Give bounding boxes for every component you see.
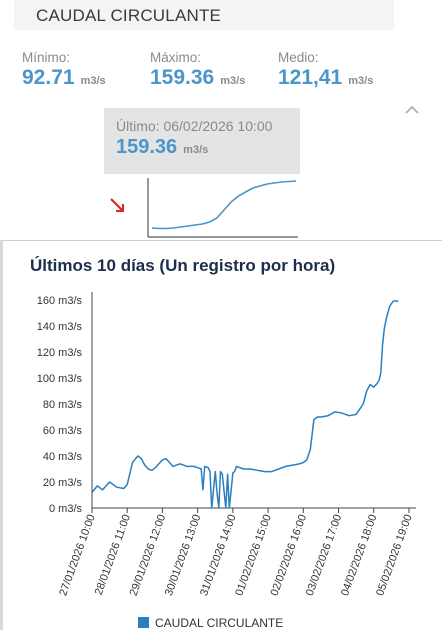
min-unit: m3/s [80, 75, 106, 87]
last-reading-tooltip: Último: 06/02/2026 10:00 159.36 m3/s [104, 108, 300, 174]
x-tick-label: 01/02/2026 15:00 [233, 513, 274, 598]
last-reading-value: 159.36 m3/s [116, 136, 209, 158]
x-tick-label: 02/02/2026 16:00 [269, 513, 310, 598]
x-tick-label: 03/02/2026 17:00 [304, 513, 345, 598]
y-tick-label: 80 m3/s [43, 399, 83, 411]
mean-value: 121,41 m3/s [278, 66, 374, 89]
y-tick-label: 0 m3/s [49, 503, 83, 515]
y-tick-label: 120 m3/s [37, 347, 83, 359]
y-tick-label: 140 m3/s [37, 321, 83, 333]
card-title: CAUDAL CIRCULANTE [36, 6, 222, 25]
x-tick-label: 30/01/2026 13:00 [163, 513, 204, 598]
min-value: 92.71 m3/s [22, 66, 106, 89]
mean-label: Medio: [278, 50, 319, 65]
mean-unit: m3/s [348, 75, 374, 87]
x-tick-label: 31/01/2026 14:00 [198, 513, 239, 598]
arrow-down-right-icon [110, 198, 124, 212]
max-label: Máximo: [150, 50, 202, 65]
y-tick-label: 60 m3/s [43, 425, 83, 437]
side-scroll-edge [0, 240, 3, 630]
y-tick-label: 160 m3/s [37, 295, 83, 307]
legend-swatch [138, 617, 149, 629]
series-line [91, 300, 399, 509]
x-tick-label: 04/02/2026 18:00 [339, 513, 380, 598]
max-unit: m3/s [220, 75, 246, 87]
y-tick-label: 20 m3/s [43, 477, 83, 489]
x-tick-label: 28/01/2026 11:00 [93, 513, 133, 597]
y-tick-label: 100 m3/s [37, 373, 83, 385]
chart-title: Últimos 10 días (Un registro por hora) [30, 256, 336, 275]
x-tick-label: 05/02/2026 19:00 [374, 513, 415, 598]
x-tick-label: 29/01/2026 12:00 [128, 513, 169, 598]
divider [0, 240, 442, 241]
spark-line [151, 180, 297, 230]
sparkline-chart [147, 178, 298, 238]
last-reading-unit: m3/s [183, 144, 209, 156]
chevron-up-icon[interactable] [404, 104, 420, 116]
last-reading-label: Último: 06/02/2026 10:00 [116, 118, 273, 134]
legend-label: CAUDAL CIRCULANTE [155, 615, 284, 630]
min-label: Mínimo: [22, 50, 71, 65]
chart-legend[interactable]: CAUDAL CIRCULANTE [138, 614, 284, 630]
max-value: 159.36 m3/s [150, 66, 246, 89]
y-tick-label: 40 m3/s [43, 451, 83, 463]
title-bar: CAUDAL CIRCULANTE [14, 0, 394, 30]
x-tick-label: 27/01/2026 10:00 [57, 513, 98, 598]
flow-line-chart: 0 m3/s 20 m3/s 40 m3/s 60 m3/s 80 m3/s 100 m3… [37, 292, 416, 598]
